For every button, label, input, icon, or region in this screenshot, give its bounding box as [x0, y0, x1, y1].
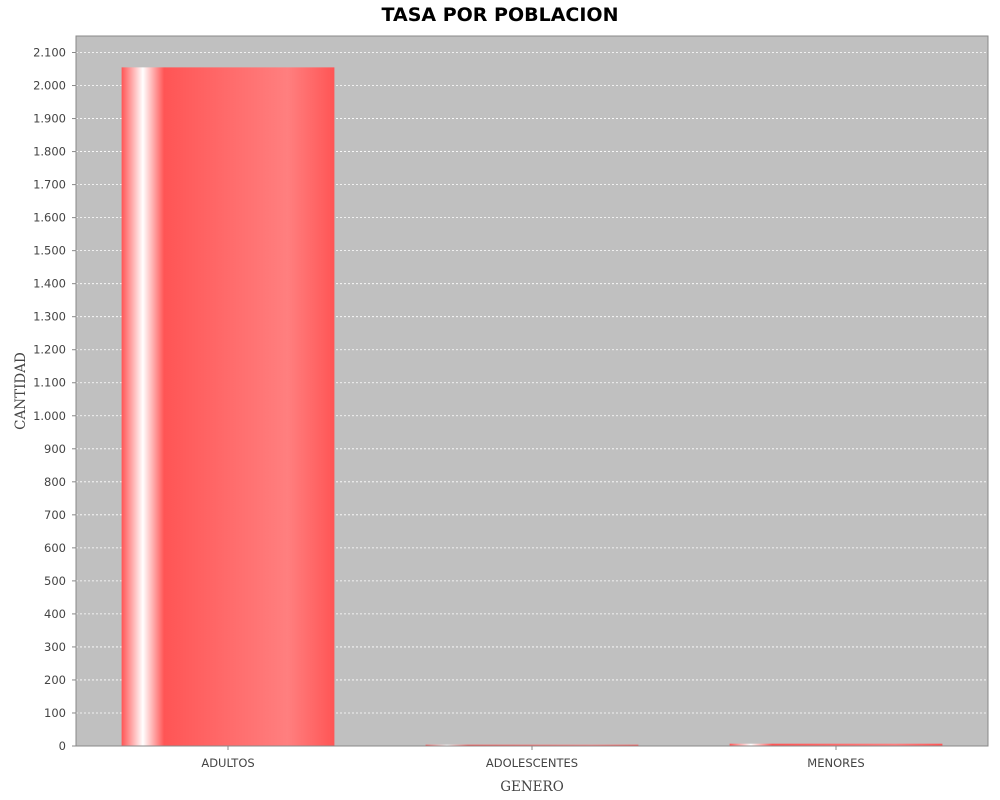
y-axis-ticks: 0 100 200 300 400 500 600 700 800 900 1.000 1.100 1.… — [33, 46, 76, 753]
x-tick-label: ADOLESCENTES — [486, 756, 578, 770]
y-tick-label: 600 — [44, 541, 66, 555]
y-tick-label: 1.100 — [33, 376, 66, 390]
y-tick-label: 800 — [44, 475, 66, 489]
y-tick-label: 700 — [44, 508, 66, 522]
y-tick-label: 400 — [44, 607, 66, 621]
x-axis-title: GENERO — [500, 779, 564, 795]
y-tick-label: 1.800 — [33, 145, 66, 159]
chart-title: TASA POR POBLACION — [382, 4, 619, 26]
y-tick-label: 1.300 — [33, 310, 66, 324]
y-tick-label: 1.400 — [33, 277, 66, 291]
y-tick-label: 2.000 — [33, 79, 66, 93]
y-tick-label: 1.500 — [33, 244, 66, 258]
y-axis-title: CANTIDAD — [13, 352, 29, 430]
x-tick-label: ADULTOS — [201, 756, 254, 770]
y-tick-label: 1.000 — [33, 409, 66, 423]
y-tick-label: 200 — [44, 673, 66, 687]
bar-menores — [729, 743, 943, 746]
bar-adultos — [121, 67, 335, 747]
y-tick-label: 0 — [59, 739, 66, 753]
y-tick-label: 1.600 — [33, 211, 66, 225]
y-tick-label: 1.900 — [33, 112, 66, 126]
y-tick-label: 1.700 — [33, 178, 66, 192]
y-tick-label: 1.200 — [33, 343, 66, 357]
bar-adolescentes — [425, 744, 639, 746]
x-tick-label: MENORES — [807, 756, 864, 770]
y-tick-label: 100 — [44, 706, 66, 720]
x-axis-ticks: ADULTOS ADOLESCENTES MENORES — [201, 746, 865, 770]
y-tick-label: 300 — [44, 640, 66, 654]
y-tick-label: 500 — [44, 574, 66, 588]
y-tick-label: 2.100 — [33, 46, 66, 60]
bars — [121, 67, 943, 747]
y-tick-label: 900 — [44, 442, 66, 456]
